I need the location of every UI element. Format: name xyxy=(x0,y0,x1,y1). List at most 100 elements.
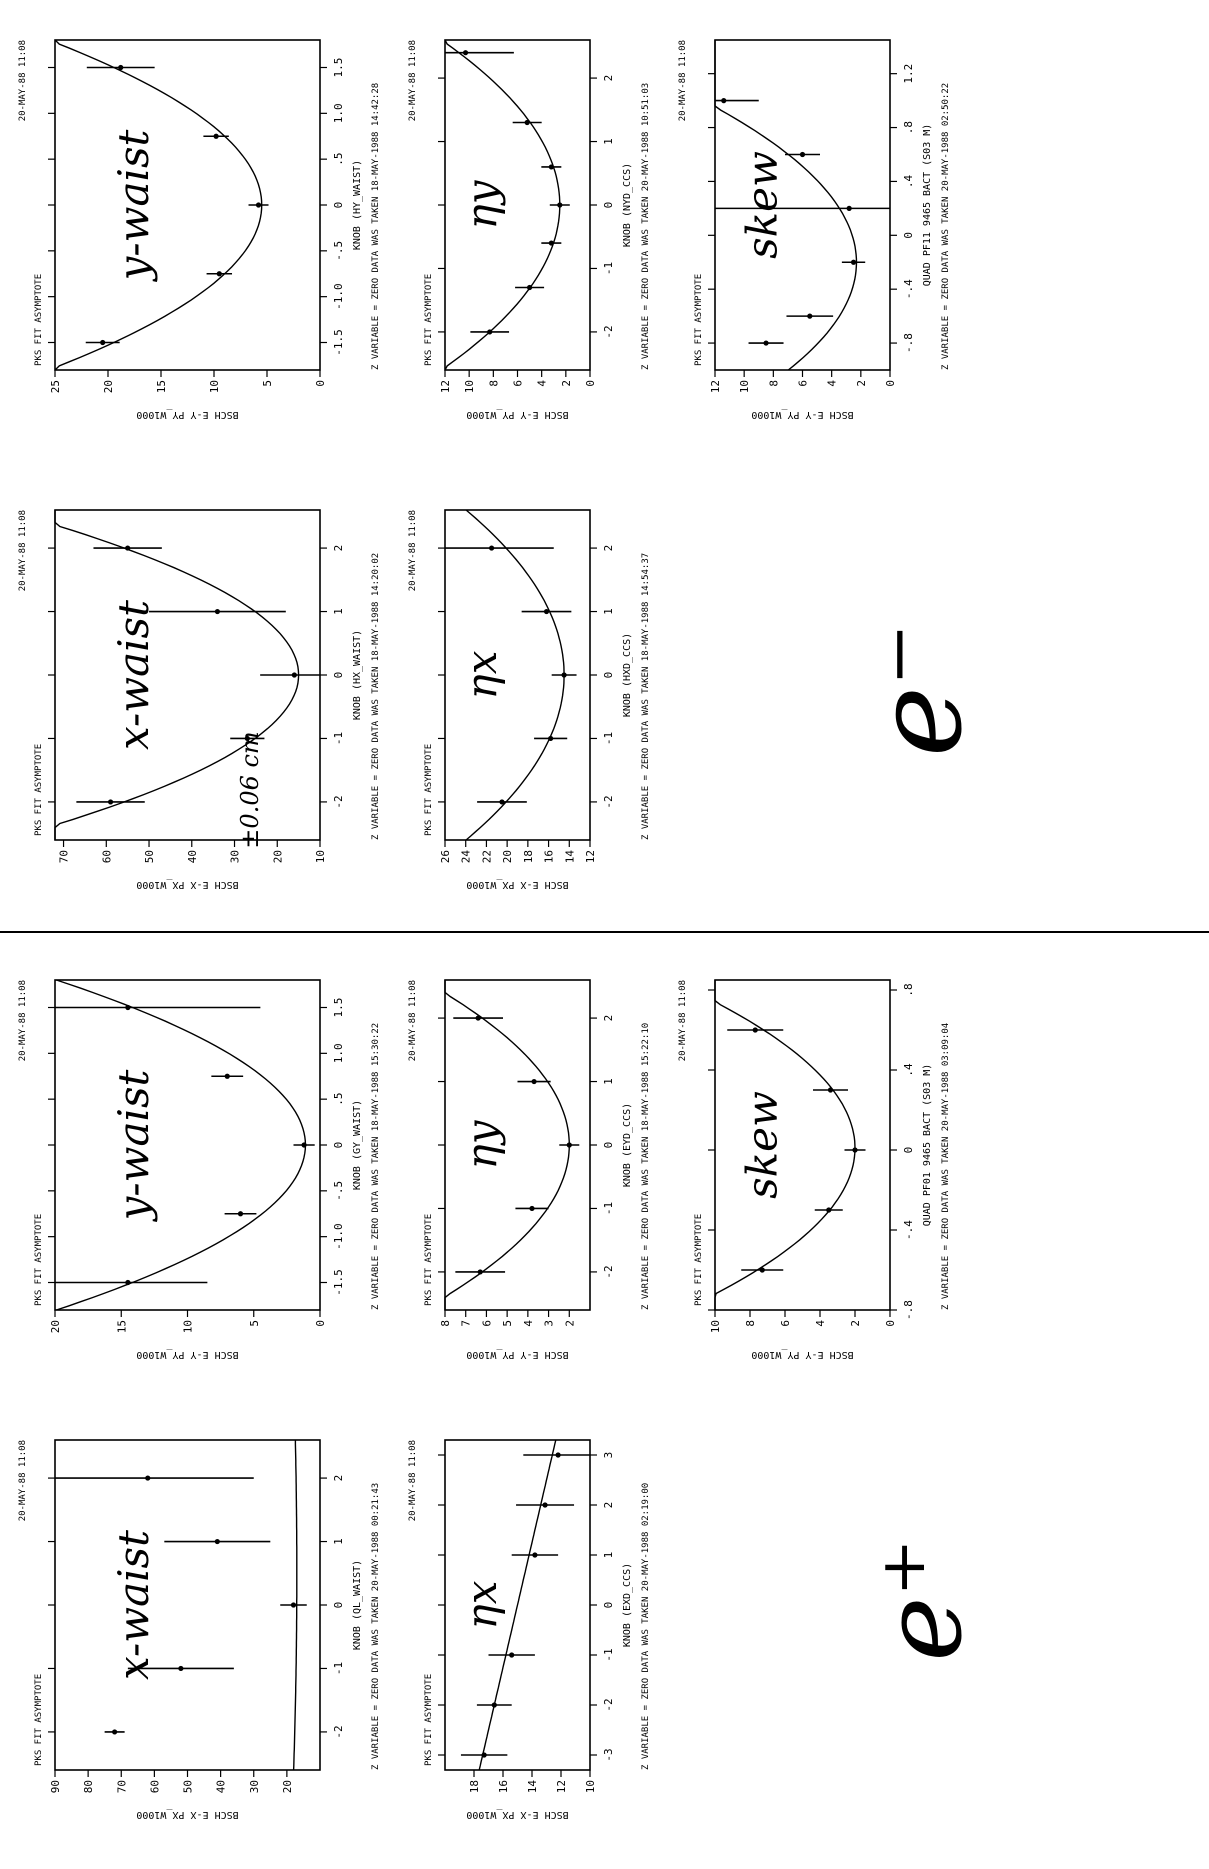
data-point xyxy=(100,339,106,346)
y-tick-label: 60 xyxy=(148,1780,161,1793)
data-point xyxy=(566,1142,572,1148)
x-tick-label: .8 xyxy=(902,983,915,996)
y-axis-label: BSCH E-Y PY_W1000 xyxy=(136,409,238,420)
panel-footer: Z VARIABLE = ZERO DATA WAS TAKEN 20-MAY-… xyxy=(941,1023,951,1310)
panel-footer: Z VARIABLE = ZERO DATA WAS TAKEN 18-MAY-… xyxy=(371,1023,381,1310)
y-tick-label: 20 xyxy=(501,850,514,863)
fit-label: PKS FIT ASYMPTOTE xyxy=(34,1214,44,1306)
y-tick-label: 0 xyxy=(884,1320,897,1327)
y-axis-label: BSCH E-Y PY_W1000 xyxy=(466,1349,568,1360)
y-tick-label: 60 xyxy=(100,850,113,863)
x-tick-label: 0 xyxy=(602,1602,615,1609)
y-tick-label: 4 xyxy=(826,380,839,387)
x-tick-label: 1.2 xyxy=(902,64,915,84)
x-tick-label: 1 xyxy=(602,608,615,615)
y-tick-label: 0 xyxy=(584,380,597,387)
y-tick-label: 10 xyxy=(208,380,221,393)
chart-panel-p1: -2 -1 0 1 2 90 80 70 60 50 40 30 20 x-waist KNOB (QL_W… xyxy=(18,1439,381,1820)
y-tick-label: 14 xyxy=(563,850,576,864)
y-axis-label: BSCH E-X PX_W1000 xyxy=(466,1809,568,1820)
y-tick-label: 8 xyxy=(767,380,780,387)
data-point xyxy=(532,1552,538,1558)
x-tick-label: -2 xyxy=(602,795,615,808)
fit-curve xyxy=(714,980,856,1310)
data-point xyxy=(850,259,857,265)
y-tick-label: 10 xyxy=(584,1780,597,1793)
y-tick-label: 3 xyxy=(543,1320,556,1327)
data-point xyxy=(752,1027,758,1033)
x-tick-label: -.5 xyxy=(332,1181,345,1201)
x-axis-label: KNOB (HY_WAIST) xyxy=(352,160,363,250)
x-tick-label: -.8 xyxy=(902,1300,915,1320)
y-tick-label: 2 xyxy=(560,380,573,387)
x-axis-label: KNOB (QL_WAIST) xyxy=(352,1560,363,1650)
x-tick-label: -1.5 xyxy=(332,1269,345,1296)
y-tick-label: 0 xyxy=(884,380,897,387)
y-tick-label: 20 xyxy=(102,380,115,393)
y-tick-label: 30 xyxy=(229,850,242,863)
fit-label: PKS FIT ASYMPTOTE xyxy=(694,274,704,366)
panel-stamp: 20-MAY-88 11:08 xyxy=(408,40,418,121)
data-point xyxy=(548,164,554,170)
data-point xyxy=(763,340,769,346)
data-point xyxy=(799,151,806,158)
y-tick-label: 6 xyxy=(797,380,810,387)
y-axis-label: BSCH E-X PX_W1000 xyxy=(136,1809,238,1820)
data-point xyxy=(477,1269,483,1275)
x-tick-label: 1 xyxy=(332,1538,345,1545)
x-tick-label: .5 xyxy=(332,1093,345,1106)
x-tick-label: 1.0 xyxy=(332,103,345,123)
panel-stamp: 20-MAY-88 11:08 xyxy=(678,980,688,1061)
y-tick-label: 4 xyxy=(814,1320,827,1327)
y-axis-label: BSCH E-X PX_W1000 xyxy=(466,879,568,890)
x-tick-label: 0 xyxy=(332,1602,345,1609)
y-tick-label: 12 xyxy=(555,1780,568,1793)
panel-note: y-waist xyxy=(109,1069,158,1222)
fit-label: PKS FIT ASYMPTOTE xyxy=(424,274,434,366)
y-tick-label: 18 xyxy=(522,850,535,863)
y-tick-label: 6 xyxy=(779,1320,792,1327)
y-axis-label: BSCH E-X PX_W1000 xyxy=(136,879,238,890)
x-axis-label: KNOB (HX_WAIST) xyxy=(352,630,363,720)
x-axis-label: KNOB (EYD_CCS) xyxy=(622,1103,633,1187)
y-tick-label: 8 xyxy=(439,1320,452,1327)
x-tick-label: 3 xyxy=(602,1452,615,1459)
data-point xyxy=(807,313,813,319)
y-tick-label: 26 xyxy=(439,850,452,863)
y-tick-label: 5 xyxy=(501,1320,514,1327)
x-tick-label: -.4 xyxy=(902,1220,915,1240)
data-point xyxy=(852,1147,858,1153)
data-point xyxy=(125,1279,131,1286)
x-tick-label: 2 xyxy=(602,1502,615,1509)
x-axis-label: KNOB (EXD_CCS) xyxy=(622,1563,633,1647)
x-tick-label: -2 xyxy=(602,325,615,338)
x-tick-label: -.4 xyxy=(902,279,915,299)
data-point xyxy=(548,240,554,246)
correction-note: ±0.06 cm xyxy=(236,731,264,848)
y-tick-label: 20 xyxy=(49,1320,62,1333)
x-tick-label: 1 xyxy=(602,1078,615,1085)
panel-footer: Z VARIABLE = ZERO DATA WAS TAKEN 18-MAY-… xyxy=(371,83,381,370)
panel-note: x-waist xyxy=(109,1530,158,1680)
x-tick-label: 1.5 xyxy=(332,58,345,78)
panel-stamp: 20-MAY-88 11:08 xyxy=(18,40,28,121)
panel-note: ηy xyxy=(457,1119,506,1169)
y-tick-label: 40 xyxy=(215,1780,228,1793)
data-point xyxy=(555,1452,561,1458)
y-tick-label: 70 xyxy=(58,850,71,863)
y-tick-label: 40 xyxy=(186,850,199,863)
y-tick-label: 18 xyxy=(468,1780,481,1793)
fit-label: PKS FIT ASYMPTOTE xyxy=(424,1674,434,1766)
x-axis-label: KNOB (GY_WAIST) xyxy=(352,1100,363,1190)
y-tick-label: 5 xyxy=(261,380,274,387)
y-tick-label: 25 xyxy=(49,380,62,393)
x-tick-label: .5 xyxy=(332,153,345,166)
x-tick-label: .8 xyxy=(902,121,915,134)
x-tick-label: 2 xyxy=(332,545,345,552)
panel-footer: Z VARIABLE = ZERO DATA WAS TAKEN 18-MAY-… xyxy=(641,1023,651,1310)
y-tick-label: 70 xyxy=(115,1780,128,1793)
y-tick-label: 12 xyxy=(439,380,452,393)
